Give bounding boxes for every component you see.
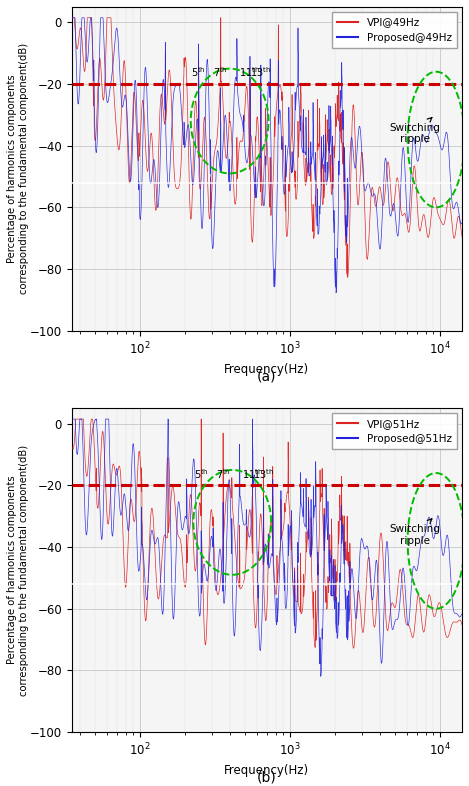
- Text: 5$^{\mathregular{th}}$: 5$^{\mathregular{th}}$: [191, 65, 206, 79]
- Text: (b): (b): [257, 771, 277, 785]
- Y-axis label: Percentage of harmonics components
corresponding to the fundamental component(dB: Percentage of harmonics components corre…: [7, 43, 29, 295]
- X-axis label: Frequency(Hz): Frequency(Hz): [224, 362, 310, 376]
- Text: 13$^{\mathregular{th}}$: 13$^{\mathregular{th}}$: [250, 65, 271, 79]
- Text: 5$^{\mathregular{th}}$: 5$^{\mathregular{th}}$: [194, 467, 209, 481]
- Text: (a): (a): [257, 369, 277, 384]
- Text: 7$^{\mathregular{th}}$: 7$^{\mathregular{th}}$: [216, 467, 230, 481]
- Legend: VPI@51Hz, Proposed@51Hz: VPI@51Hz, Proposed@51Hz: [332, 413, 457, 449]
- Text: 11$^{\mathregular{th}}$: 11$^{\mathregular{th}}$: [239, 65, 260, 79]
- Legend: VPI@49Hz, Proposed@49Hz: VPI@49Hz, Proposed@49Hz: [332, 12, 457, 48]
- Text: 7$^{\mathregular{th}}$: 7$^{\mathregular{th}}$: [213, 65, 228, 79]
- Text: 11$^{\mathregular{th}}$: 11$^{\mathregular{th}}$: [242, 467, 263, 481]
- Text: Switching
ripple: Switching ripple: [390, 118, 440, 144]
- X-axis label: Frequency(Hz): Frequency(Hz): [224, 764, 310, 777]
- Text: Switching
ripple: Switching ripple: [390, 519, 440, 545]
- Text: 13$^{\mathregular{th}}$: 13$^{\mathregular{th}}$: [253, 467, 274, 481]
- Y-axis label: Percentage of harmonics components
corresponding to the fundamental component(dB: Percentage of harmonics components corre…: [7, 445, 29, 696]
